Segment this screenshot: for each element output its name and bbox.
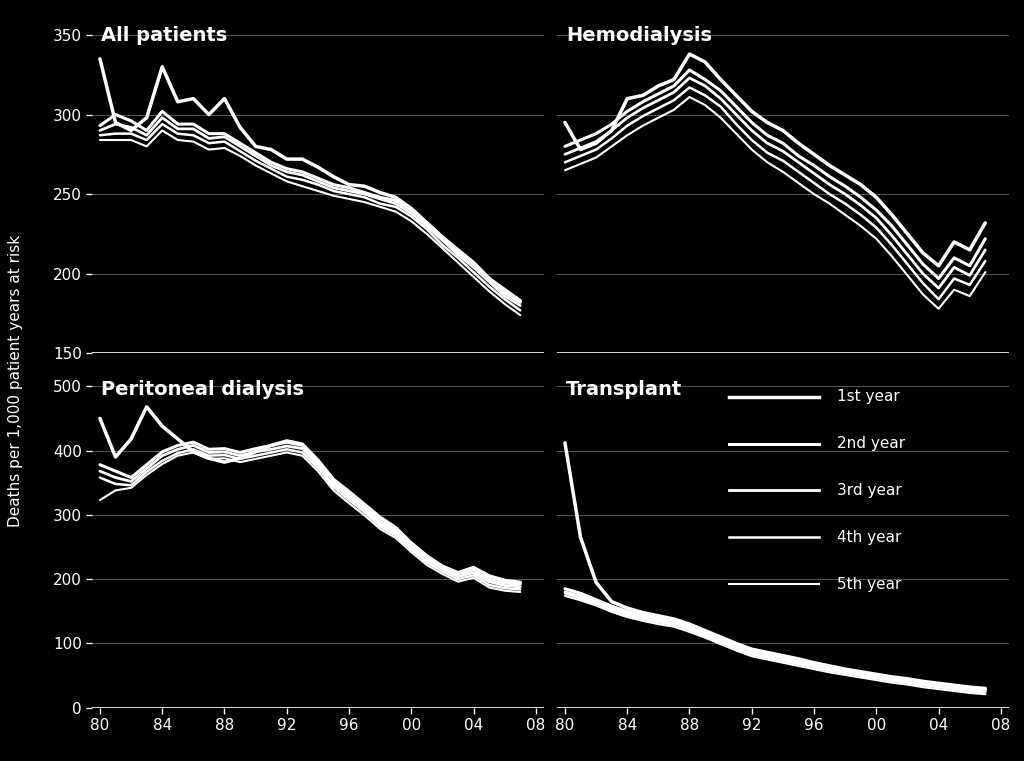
Text: Peritoneal dialysis: Peritoneal dialysis (101, 380, 304, 399)
Text: Hemodialysis: Hemodialysis (566, 26, 713, 45)
Text: All patients: All patients (101, 26, 227, 45)
Text: 1st year: 1st year (837, 390, 900, 404)
Text: 4th year: 4th year (837, 530, 901, 545)
Text: Transplant: Transplant (566, 380, 682, 399)
Text: 5th year: 5th year (837, 577, 901, 591)
Text: Deaths per 1,000 patient years at risk: Deaths per 1,000 patient years at risk (8, 234, 23, 527)
Text: 3rd year: 3rd year (837, 483, 902, 498)
Text: 2nd year: 2nd year (837, 436, 905, 451)
